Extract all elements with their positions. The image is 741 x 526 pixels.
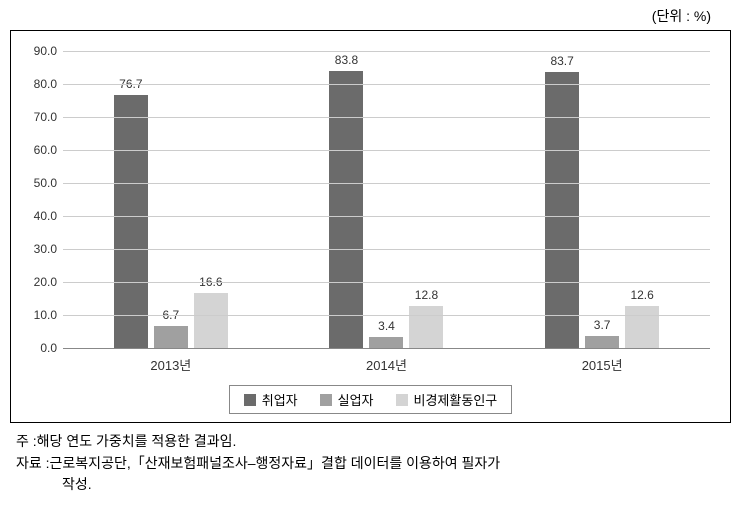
gridline bbox=[63, 249, 710, 250]
note-label: 자료 : bbox=[16, 453, 50, 475]
x-tick-label: 2014년 bbox=[366, 355, 407, 374]
bar-value-label: 12.6 bbox=[630, 288, 653, 302]
gridline bbox=[63, 84, 710, 85]
y-tick-label: 70.0 bbox=[21, 110, 57, 124]
bar-value-label: 83.8 bbox=[335, 53, 358, 67]
note-line: 주 : 해당 연도 가중치를 적용한 결과임. bbox=[16, 431, 731, 453]
legend-item: 실업자 bbox=[320, 390, 374, 409]
gridline bbox=[63, 117, 710, 118]
bar: 6.7 bbox=[154, 326, 188, 348]
legend: 취업자 실업자 비경제활동인구 bbox=[229, 385, 513, 414]
legend-label: 실업자 bbox=[338, 390, 374, 409]
y-tick-label: 10.0 bbox=[21, 308, 57, 322]
bar-value-label: 12.8 bbox=[415, 288, 438, 302]
y-tick-label: 50.0 bbox=[21, 176, 57, 190]
bar: 12.6 bbox=[625, 306, 659, 348]
bar: 83.8 bbox=[329, 71, 363, 348]
note-line: 자료 : 근로복지공단,「산재보험패널조사–행정자료」결합 데이터를 이용하여 … bbox=[16, 453, 731, 475]
y-tick-label: 40.0 bbox=[21, 209, 57, 223]
bar: 16.6 bbox=[194, 293, 228, 348]
bar-groups: 76.7 6.7 16.6 83.8 3.4 12.8 83.7 3.7 12.6 bbox=[63, 51, 710, 348]
gridline bbox=[63, 282, 710, 283]
gridline bbox=[63, 216, 710, 217]
x-tick-label: 2013년 bbox=[150, 355, 191, 374]
gridline bbox=[63, 315, 710, 316]
y-tick-label: 30.0 bbox=[21, 242, 57, 256]
legend-label: 비경제활동인구 bbox=[414, 390, 498, 409]
chart-area: 76.76.716.683.83.412.883.73.712.6 0.010.… bbox=[63, 39, 710, 379]
chart-container: 76.7 6.7 16.6 83.8 3.4 12.8 83.7 3.7 12.6 0.0 10.… bbox=[10, 30, 731, 423]
plot-region: 76.76.716.683.83.412.883.73.712.6 0.010.… bbox=[63, 51, 710, 349]
y-tick-label: 60.0 bbox=[21, 143, 57, 157]
legend-swatch bbox=[244, 394, 256, 406]
y-tick-label: 20.0 bbox=[21, 275, 57, 289]
legend-item: 취업자 bbox=[244, 390, 298, 409]
bar: 12.8 bbox=[409, 306, 443, 348]
bar-group: 83.7 3.7 12.6 bbox=[545, 51, 659, 348]
legend-item: 비경제활동인구 bbox=[396, 390, 498, 409]
y-tick-label: 90.0 bbox=[21, 44, 57, 58]
bar-value-label: 3.7 bbox=[594, 318, 611, 332]
bar: 3.7 bbox=[585, 336, 619, 348]
note-text: 근로복지공단,「산재보험패널조사–행정자료」결합 데이터를 이용하여 필자가 bbox=[50, 453, 731, 475]
bar: 3.4 bbox=[369, 337, 403, 348]
note-text: 해당 연도 가중치를 적용한 결과임. bbox=[37, 431, 731, 453]
bar: 83.7 bbox=[545, 72, 579, 348]
legend-swatch bbox=[396, 394, 408, 406]
bar-group: 76.7 6.7 16.6 bbox=[114, 51, 228, 348]
note-label: 주 : bbox=[16, 431, 37, 453]
gridline bbox=[63, 51, 710, 52]
gridline bbox=[63, 150, 710, 151]
notes: 주 : 해당 연도 가중치를 적용한 결과임. 자료 : 근로복지공단,「산재보… bbox=[10, 431, 731, 496]
y-tick-label: 80.0 bbox=[21, 77, 57, 91]
bar-value-label: 3.4 bbox=[378, 319, 395, 333]
bar-group: 83.8 3.4 12.8 bbox=[329, 51, 443, 348]
legend-label: 취업자 bbox=[262, 390, 298, 409]
legend-swatch bbox=[320, 394, 332, 406]
gridline bbox=[63, 183, 710, 184]
note-text: 작성. bbox=[16, 474, 731, 496]
x-tick-label: 2015년 bbox=[582, 355, 623, 374]
bar-value-label: 83.7 bbox=[550, 54, 573, 68]
x-axis: 2013년 2014년 2015년 bbox=[63, 349, 710, 379]
bar: 76.7 bbox=[114, 95, 148, 348]
unit-label: (단위 : %) bbox=[10, 6, 731, 26]
y-tick-label: 0.0 bbox=[21, 341, 57, 355]
